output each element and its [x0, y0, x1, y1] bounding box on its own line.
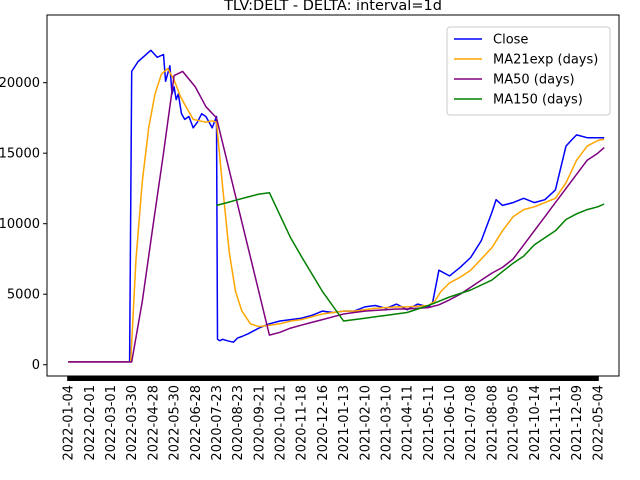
x-axis: 2022-01-04 2022-02-01 2022-03-01 2022-03-30… [62, 376, 606, 461]
x-tick-label: 2021-08-08 [485, 385, 500, 461]
x-tick-label: 2021-02-10 [358, 385, 373, 461]
x-tick-label: 2020-07-23 [210, 385, 225, 461]
x-tick-label: 2022-02-01 [83, 385, 98, 461]
series-line-2 [68, 67, 605, 363]
x-tick-label: 2021-01-13 [337, 385, 352, 461]
x-tick-label: 2021-04-11 [401, 385, 416, 461]
legend-label: MA150 (days) [493, 93, 583, 108]
series-line-4 [216, 191, 605, 322]
x-tick-label: 2020-10-21 [274, 385, 289, 461]
x-tick-label: 2021-10-14 [528, 385, 543, 461]
y-tick-label: 10000 [0, 217, 40, 232]
y-tick-label: 20000 [0, 76, 40, 91]
chart-title: TLV:DELT - DELTA: interval=1d [223, 0, 442, 14]
x-tick-label: 2020-11-18 [295, 385, 310, 461]
x-tick-label: 2021-06-10 [443, 385, 458, 461]
x-tick-label: 2022-04-28 [146, 385, 161, 461]
x-tick-label: 2021-11-11 [549, 385, 564, 461]
x-tick-label: 2021-12-09 [570, 385, 585, 461]
x-tick-label: 2021-09-05 [507, 385, 522, 461]
y-tick-label: 0 [32, 358, 40, 373]
x-tick-label: 2021-03-10 [379, 385, 394, 461]
series-line-3 [68, 70, 605, 363]
x-tick-band [67, 376, 599, 381]
x-tick-label: 2020-12-16 [316, 385, 331, 461]
x-tick-label: 2022-01-04 [62, 385, 77, 461]
y-tick-label: 15000 [0, 147, 40, 162]
x-tick-label: 2020-09-21 [252, 385, 267, 461]
series-layer [68, 49, 605, 363]
legend-label: Close [493, 33, 528, 48]
x-tick-label: 2021-07-08 [464, 385, 479, 461]
legend-label: MA21exp (days) [493, 53, 598, 68]
legend: Close MA21exp (days) MA50 (days) MA150 (day… [446, 26, 611, 116]
plot-area [46, 14, 620, 377]
x-tick-label: 2022-03-01 [104, 385, 119, 461]
legend-box [446, 26, 611, 116]
x-tick-label: 2022-05-04 [591, 385, 606, 461]
legend-label: MA50 (days) [493, 73, 575, 88]
y-axis: 0 5000 10000 15000 20000 [0, 76, 47, 373]
x-tick-label: 2022-03-30 [125, 385, 140, 461]
x-tick-label: 2022-06-28 [189, 385, 204, 461]
x-tick-label: 2022-05-30 [168, 385, 183, 461]
x-tick-label: 2021-05-11 [422, 385, 437, 461]
y-tick-label: 5000 [7, 288, 40, 303]
x-tick-label: 2020-08-23 [231, 385, 246, 461]
